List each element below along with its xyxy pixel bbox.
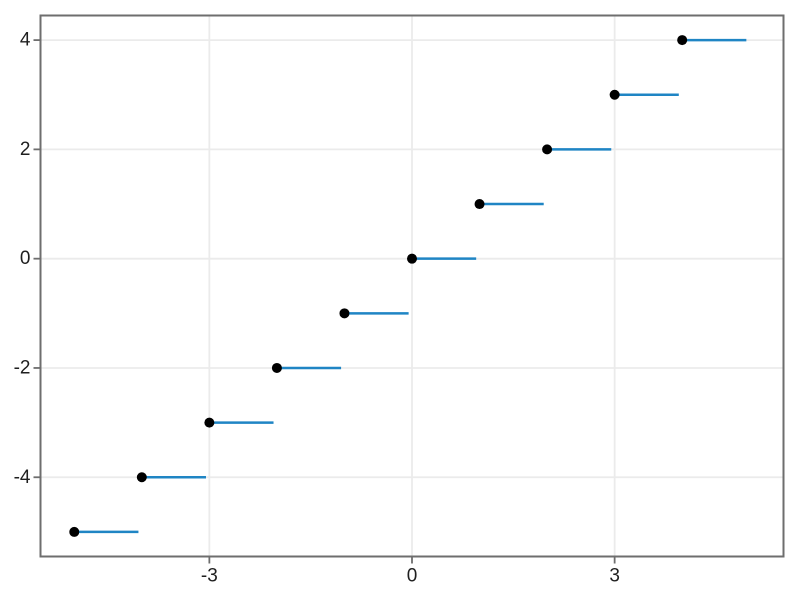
data-point-marker [609, 89, 620, 100]
y-tick-label: 0 [20, 248, 31, 269]
y-tick-label: 2 [20, 139, 31, 160]
data-point-marker [474, 199, 485, 210]
x-tick-label: -3 [201, 565, 218, 586]
data-point-marker [407, 253, 417, 264]
data-point-marker [204, 417, 215, 428]
data-point-marker [542, 144, 553, 155]
data-point-marker [677, 35, 688, 46]
data-point-marker [339, 308, 350, 319]
x-tick-label: 3 [609, 565, 620, 586]
y-tick-label: 4 [20, 30, 31, 51]
data-point-marker [136, 472, 147, 483]
plot-frame [39, 14, 785, 558]
y-tick-label: -2 [14, 357, 31, 378]
data-point-marker [271, 362, 282, 373]
y-tick-label: -4 [14, 467, 31, 488]
x-tick-label: 0 [407, 565, 418, 586]
data-point-marker [69, 526, 80, 537]
